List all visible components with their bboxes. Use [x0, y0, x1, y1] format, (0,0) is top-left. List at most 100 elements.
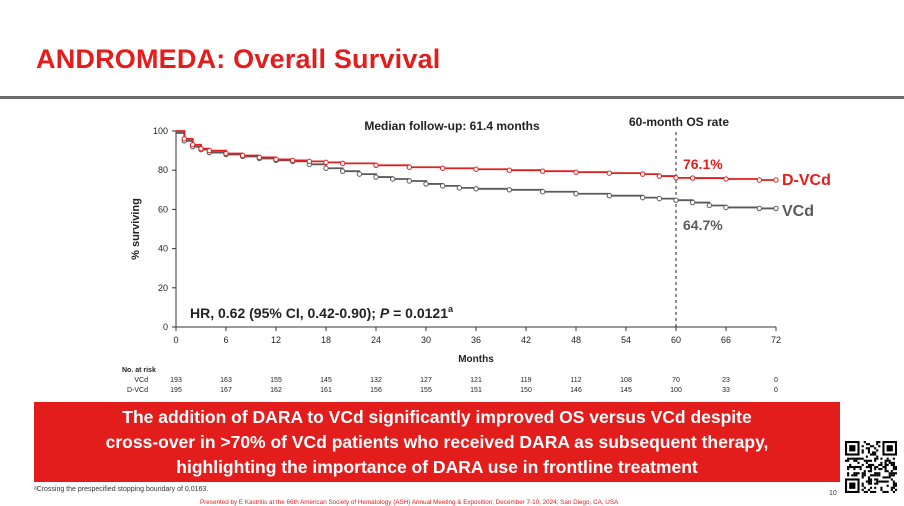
x-tick-label: 72 [771, 335, 781, 345]
data-point-d-vcd [339, 160, 346, 167]
data-point-vcd [439, 183, 446, 189]
y-axis-label: % surviving [130, 198, 142, 260]
data-point-d-vcd [539, 168, 546, 174]
x-axis-label: Months [458, 354, 494, 365]
legend-d-vcd: D-VCd [782, 172, 831, 189]
risk-value: 146 [570, 387, 582, 394]
data-point-d-vcd [606, 170, 613, 176]
risk-value: 127 [420, 377, 432, 384]
risk-table: No. at risk VCd D-VCd 193 163 155 145 132 127… [122, 367, 778, 394]
data-point-d-vcd [323, 159, 329, 166]
key-message-banner: The addition of DARA to VCd significantl… [34, 402, 840, 482]
y-tick-label: 0 [163, 322, 168, 332]
data-point-d-vcd [256, 154, 263, 161]
x-tick-label: 0 [173, 335, 178, 345]
page-number: 10 [829, 490, 837, 497]
data-point-d-vcd [773, 177, 779, 183]
risk-row-label-vcd: VCd [134, 377, 148, 384]
risk-table-title: No. at risk [122, 367, 156, 374]
qr-code[interactable] [845, 441, 897, 493]
x-tick-label: 18 [321, 335, 331, 345]
risk-value: 0 [774, 377, 778, 384]
x-tick-label: 48 [571, 335, 581, 345]
y-tick-label: 80 [158, 165, 168, 175]
risk-value: 121 [470, 377, 482, 384]
x-tick-label: 6 [223, 335, 228, 345]
data-point-d-vcd [198, 145, 204, 152]
vcd-rate-label: 64.7% [683, 217, 723, 233]
risk-value: 70 [672, 377, 680, 384]
risk-value: 23 [722, 377, 730, 384]
risk-value: 155 [270, 377, 282, 384]
data-point-d-vcd [656, 173, 663, 179]
data-point-vcd [723, 204, 729, 211]
data-point-vcd [473, 186, 479, 192]
risk-value: 161 [320, 387, 332, 394]
data-point-d-vcd [673, 175, 679, 181]
risk-value: 151 [470, 387, 482, 394]
legend-vcd: VCd [782, 203, 814, 220]
data-point-vcd [323, 165, 329, 171]
banner-line: The addition of DARA to VCd significantl… [122, 407, 752, 427]
risk-value: 108 [620, 377, 632, 384]
data-point-d-vcd [406, 164, 413, 170]
slide-title: ANDROMEDA: Overall Survival [36, 44, 441, 74]
data-point-d-vcd [723, 176, 729, 182]
title-divider [0, 96, 904, 99]
x-tick-label: 30 [421, 335, 431, 345]
risk-value: 167 [220, 387, 232, 394]
banner-line: highlighting the importance of DARA use … [176, 457, 698, 477]
risk-value: 163 [220, 377, 232, 384]
median-follow-up-label: Median follow-up: 61.4 months [364, 119, 540, 133]
x-tick-label: 24 [371, 335, 381, 345]
data-point-d-vcd [756, 177, 763, 183]
risk-table-values: 193 163 155 145 132 127 121 119 112 108 70 23 0 195 16… [170, 377, 778, 394]
data-point-vcd [706, 202, 713, 209]
data-point-vcd [756, 205, 763, 212]
data-point-d-vcd [689, 175, 696, 181]
risk-value: 155 [420, 387, 432, 394]
y-tick-label: 100 [153, 126, 168, 136]
data-point-d-vcd [439, 165, 446, 171]
hazard-ratio-annotation: HR, 0.62 (95% CI, 0.42-0.90); P = 0.0121… [190, 304, 454, 321]
data-point-d-vcd [239, 152, 246, 159]
data-point-vcd [406, 178, 413, 184]
risk-row-label-d-vcd: D-VCd [127, 387, 148, 394]
data-point-vcd [689, 199, 696, 206]
data-point-d-vcd [473, 166, 479, 172]
data-point-vcd [639, 194, 646, 201]
d-vcd-rate-label: 76.1% [683, 156, 723, 172]
data-point-vcd [673, 197, 679, 203]
x-tick-label: 12 [271, 335, 281, 345]
data-point-d-vcd [373, 162, 379, 169]
risk-value: 112 [570, 377, 581, 384]
x-tick-label: 54 [621, 335, 631, 345]
risk-value: 193 [170, 377, 182, 384]
survival-curves [176, 130, 779, 212]
footnote: ᵃCrossing the prespecified stopping boun… [34, 486, 209, 493]
x-axis-ticks: 0 6 12 18 24 30 36 42 48 54 60 66 72 [173, 327, 781, 345]
x-tick-label: 36 [471, 335, 481, 345]
presented-by-credit: Presented by E Kastritis at the 66th Ame… [200, 499, 619, 506]
risk-value: 100 [670, 387, 682, 394]
data-point-d-vcd [273, 156, 279, 163]
x-tick-label: 60 [671, 335, 681, 345]
banner-line: cross-over in >70% of VCd patients who r… [105, 432, 769, 452]
risk-value: 150 [520, 387, 532, 394]
data-point-vcd [456, 185, 463, 191]
risk-value: 162 [270, 387, 282, 394]
risk-value: 145 [320, 377, 332, 384]
overall-survival-chart: 0 20 40 60 80 100 0 6 12 18 24 30 36 42 48 54 60 66 72 % … [122, 115, 831, 394]
risk-value: 119 [520, 377, 531, 384]
risk-value: 145 [620, 387, 632, 394]
data-point-d-vcd [223, 150, 229, 157]
risk-value: 33 [722, 387, 730, 394]
data-point-d-vcd [639, 171, 646, 177]
data-point-d-vcd [573, 169, 579, 175]
data-point-d-vcd [189, 142, 196, 148]
data-point-vcd [356, 171, 363, 177]
data-point-d-vcd [306, 158, 313, 165]
os-rate-label: 60-month OS rate [629, 115, 729, 129]
data-point-d-vcd [506, 167, 513, 173]
y-tick-label: 20 [158, 283, 168, 293]
